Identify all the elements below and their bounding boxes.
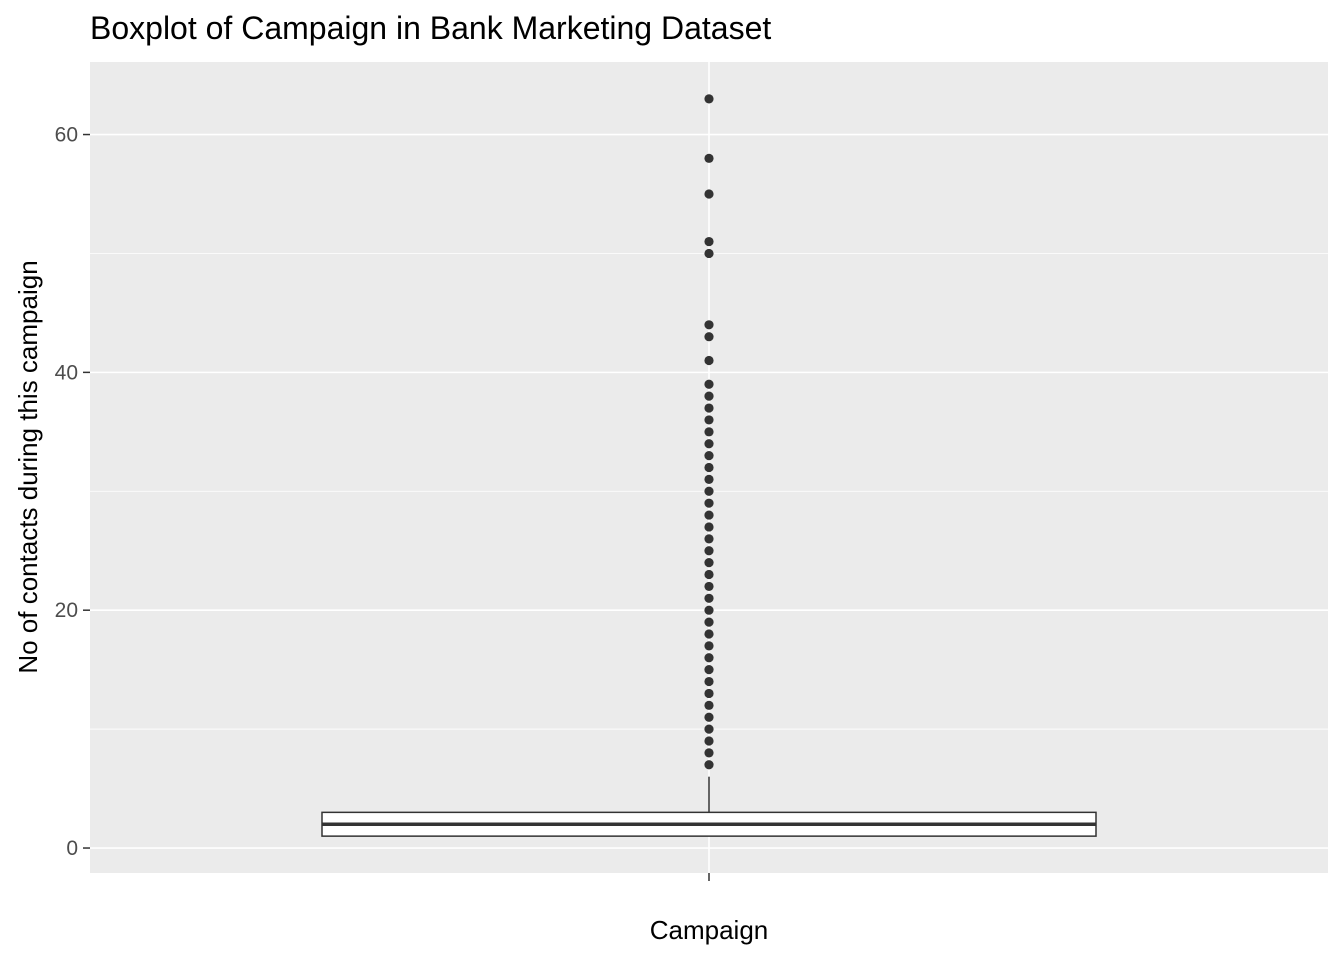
outlier-point: [704, 379, 714, 389]
outlier-point: [704, 641, 714, 651]
y-tick-label: 20: [55, 599, 78, 622]
y-axis: 0 20 40 60: [55, 124, 90, 860]
outlier-point: [704, 522, 714, 532]
outlier-point: [704, 546, 714, 556]
outlier-point: [704, 581, 714, 592]
outlier-point: [704, 534, 714, 544]
y-tick-label: 40: [55, 361, 78, 384]
outlier-point: [704, 415, 714, 425]
outlier-point: [704, 736, 714, 746]
outlier-point: [704, 462, 714, 473]
outlier-point: [704, 153, 714, 163]
outlier-point: [704, 474, 714, 484]
outlier-point: [704, 451, 714, 461]
outlier-point: [704, 486, 714, 496]
outlier-point: [704, 189, 714, 199]
box-and-whisker: [321, 776, 1097, 837]
outlier-point: [704, 439, 714, 449]
y-axis-title: No of contacts during this campaign: [13, 260, 43, 673]
outlier-point: [704, 236, 714, 247]
outlier-point: [704, 712, 714, 722]
outlier-point: [704, 94, 714, 104]
outlier-point: [704, 498, 714, 508]
outlier-point: [704, 391, 714, 401]
outlier-point: [704, 403, 714, 413]
outlier-point: [704, 510, 714, 520]
outlier-point: [704, 665, 714, 675]
outlier-point: [704, 320, 714, 330]
outlier-point: [704, 427, 714, 437]
outlier-point: [704, 748, 714, 758]
outlier-point: [704, 676, 714, 687]
outlier-point: [704, 332, 714, 342]
outlier-point: [704, 617, 714, 627]
outlier-point: [704, 700, 714, 710]
outlier-points: [704, 94, 714, 770]
y-tick-label: 0: [66, 837, 78, 860]
y-tick-label: 60: [55, 124, 78, 147]
chart-title: Boxplot of Campaign in Bank Marketing Da…: [90, 10, 772, 46]
outlier-point: [704, 688, 714, 699]
outlier-point: [704, 593, 714, 603]
outlier-point: [704, 558, 714, 568]
outlier-point: [704, 248, 714, 259]
outlier-point: [704, 760, 714, 770]
outlier-point: [704, 569, 714, 580]
x-axis-title: Campaign: [650, 915, 769, 945]
outlier-point: [704, 355, 714, 366]
outlier-point: [704, 605, 714, 615]
outlier-point: [704, 724, 714, 734]
outlier-point: [704, 653, 714, 663]
outlier-point: [704, 629, 714, 639]
